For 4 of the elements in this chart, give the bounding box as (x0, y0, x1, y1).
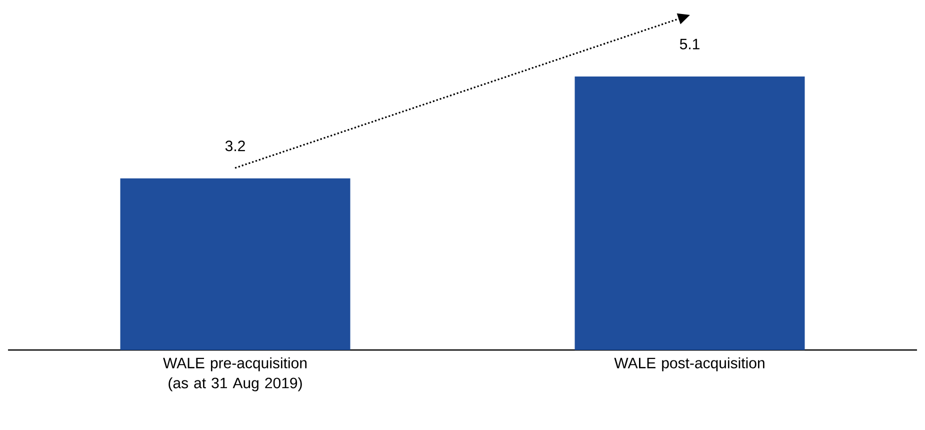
data-label: 5.1 (680, 38, 700, 50)
x-tick-label: WALE post-acquisition (614, 357, 764, 372)
x-tick-label: WALE pre-acquisition (as at 31 Aug 2019) (163, 357, 307, 392)
data-label: 3.2 (225, 140, 245, 152)
